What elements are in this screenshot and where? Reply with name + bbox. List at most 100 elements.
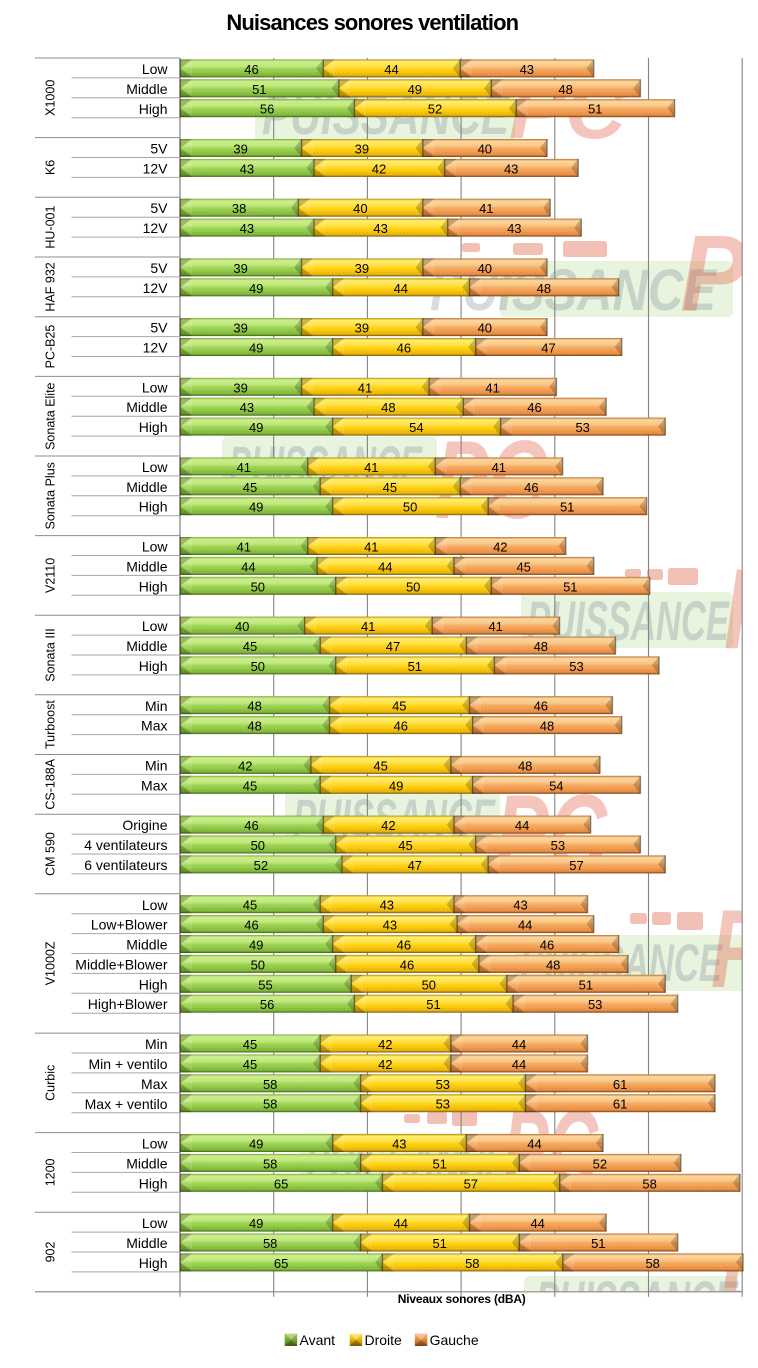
svg-text:44: 44: [384, 62, 398, 77]
svg-text:48: 48: [540, 719, 554, 734]
svg-text:40: 40: [478, 261, 492, 276]
svg-text:Sonata III: Sonata III: [44, 628, 58, 682]
svg-text:Low: Low: [142, 61, 169, 77]
svg-text:52: 52: [428, 102, 442, 117]
svg-text:45: 45: [243, 1057, 257, 1072]
svg-text:45: 45: [243, 1037, 257, 1052]
svg-text:49: 49: [249, 420, 263, 435]
svg-text:5V: 5V: [150, 141, 168, 157]
svg-text:PC: PC: [711, 886, 758, 1011]
svg-text:CM 590: CM 590: [44, 832, 58, 876]
svg-text:43: 43: [240, 400, 254, 415]
svg-text:53: 53: [588, 997, 602, 1012]
svg-text:High: High: [139, 1175, 168, 1191]
svg-text:49: 49: [249, 1137, 263, 1152]
svg-text:46: 46: [397, 341, 411, 356]
svg-text:44: 44: [241, 559, 255, 574]
svg-text:Middle: Middle: [126, 1156, 167, 1172]
svg-text:Max: Max: [141, 777, 167, 793]
svg-text:12V: 12V: [143, 340, 169, 356]
svg-text:58: 58: [465, 1256, 479, 1271]
svg-text:PUISSANCE: PUISSANCE: [536, 1269, 739, 1332]
svg-text:56: 56: [260, 997, 274, 1012]
svg-text:43: 43: [507, 221, 521, 236]
svg-text:Low: Low: [142, 1215, 169, 1231]
svg-text:51: 51: [588, 102, 602, 117]
svg-text:58: 58: [263, 1236, 277, 1251]
svg-text:5V: 5V: [150, 200, 168, 216]
svg-text:58: 58: [263, 1156, 277, 1171]
svg-text:55: 55: [258, 977, 272, 992]
svg-text:45: 45: [243, 480, 257, 495]
svg-text:49: 49: [249, 281, 263, 296]
svg-text:40: 40: [478, 142, 492, 157]
svg-text:65: 65: [274, 1256, 288, 1271]
svg-text:Sonata Plus: Sonata Plus: [44, 462, 58, 529]
svg-text:High: High: [139, 1255, 168, 1271]
svg-text:46: 46: [244, 918, 258, 933]
svg-text:41: 41: [479, 201, 493, 216]
svg-text:V2110: V2110: [44, 558, 58, 593]
svg-text:Max: Max: [141, 718, 167, 734]
svg-text:48: 48: [534, 639, 548, 654]
svg-text:53: 53: [569, 659, 583, 674]
svg-text:Low: Low: [142, 459, 169, 475]
svg-text:46: 46: [394, 719, 408, 734]
svg-text:Low: Low: [142, 1136, 169, 1152]
svg-text:Max: Max: [141, 1076, 167, 1092]
svg-text:Middle: Middle: [126, 399, 167, 415]
svg-text:High: High: [139, 578, 168, 594]
svg-text:46: 46: [534, 699, 548, 714]
svg-text:48: 48: [558, 82, 572, 97]
svg-text:41: 41: [488, 619, 502, 634]
svg-text:51: 51: [432, 1156, 446, 1171]
svg-text:54: 54: [409, 420, 423, 435]
svg-text:58: 58: [263, 1097, 277, 1112]
svg-text:42: 42: [238, 758, 252, 773]
svg-text:44: 44: [512, 1037, 526, 1052]
svg-text:Niveaux sonores (dBA): Niveaux sonores (dBA): [398, 1292, 526, 1306]
svg-text:47: 47: [541, 341, 555, 356]
svg-text:54: 54: [549, 778, 563, 793]
svg-text:Middle: Middle: [126, 81, 167, 97]
svg-text:41: 41: [237, 460, 251, 475]
svg-text:39: 39: [355, 142, 369, 157]
svg-text:HAF 932: HAF 932: [44, 262, 58, 311]
svg-text:53: 53: [436, 1097, 450, 1112]
svg-text:45: 45: [243, 778, 257, 793]
svg-text:43: 43: [240, 161, 254, 176]
svg-text:48: 48: [247, 699, 261, 714]
svg-text:Min: Min: [145, 758, 168, 774]
svg-text:Nuisances sonores ventilation: Nuisances sonores ventilation: [226, 10, 518, 35]
svg-text:49: 49: [249, 500, 263, 515]
svg-text:46: 46: [244, 818, 258, 833]
svg-text:39: 39: [355, 261, 369, 276]
svg-text:Middle+Blower: Middle+Blower: [75, 956, 168, 972]
svg-text:49: 49: [389, 778, 403, 793]
svg-text:46: 46: [524, 480, 538, 495]
svg-text:High: High: [139, 658, 168, 674]
svg-text:52: 52: [254, 858, 268, 873]
svg-text:6 ventilateurs: 6 ventilateurs: [84, 857, 167, 873]
svg-text:39: 39: [233, 380, 247, 395]
svg-text:57: 57: [464, 1176, 478, 1191]
svg-text:46: 46: [400, 957, 414, 972]
svg-text:Turboost: Turboost: [44, 700, 58, 749]
svg-text:45: 45: [392, 699, 406, 714]
svg-text:50: 50: [251, 659, 265, 674]
svg-text:44: 44: [378, 559, 392, 574]
svg-text:Avant: Avant: [300, 1332, 336, 1348]
svg-text:41: 41: [361, 619, 375, 634]
svg-text:50: 50: [422, 977, 436, 992]
svg-text:46: 46: [527, 400, 541, 415]
svg-text:45: 45: [373, 758, 387, 773]
svg-text:39: 39: [233, 261, 247, 276]
svg-text:50: 50: [251, 579, 265, 594]
svg-text:51: 51: [591, 1236, 605, 1251]
svg-text:46: 46: [244, 62, 258, 77]
svg-text:61: 61: [613, 1097, 627, 1112]
svg-text:Min: Min: [145, 1036, 168, 1052]
svg-text:41: 41: [237, 540, 251, 555]
svg-text:K6: K6: [44, 160, 58, 175]
svg-text:4 ventilateurs: 4 ventilateurs: [84, 837, 167, 853]
